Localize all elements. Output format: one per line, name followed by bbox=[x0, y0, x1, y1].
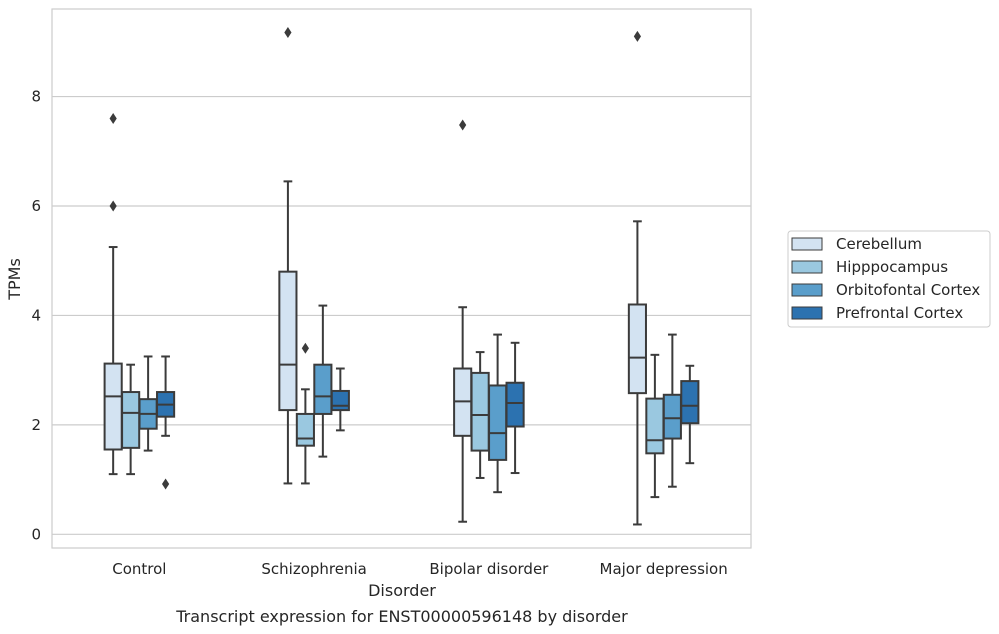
outlier-point bbox=[633, 30, 642, 42]
legend-frame bbox=[787, 230, 991, 328]
box-iqr bbox=[627, 303, 647, 395]
y-tick-label: 4 bbox=[31, 306, 41, 324]
axis-tick-labels: 0 2 4 6 8 Control Schizophrenia Bipolar disorde… bbox=[31, 88, 727, 578]
y-tick-label: 6 bbox=[31, 197, 41, 215]
x-axis-label: Disorder bbox=[368, 581, 436, 600]
box-plot-marks bbox=[103, 27, 700, 526]
box-prefrontal-cortex bbox=[156, 355, 176, 490]
box-iqr bbox=[330, 389, 350, 412]
box-iqr bbox=[121, 391, 141, 449]
legend-swatch bbox=[791, 237, 823, 251]
box-iqr bbox=[278, 270, 298, 412]
legend-swatch bbox=[791, 283, 823, 297]
box-hipppocampus bbox=[121, 363, 141, 476]
box-orbitofontal-cortex bbox=[138, 355, 158, 452]
legend-swatch bbox=[791, 306, 823, 320]
box-iqr bbox=[470, 371, 490, 452]
box-prefrontal-cortex bbox=[330, 367, 350, 432]
box-hipppocampus bbox=[645, 353, 665, 499]
box-orbitofontal-cortex bbox=[313, 304, 333, 458]
box-iqr bbox=[103, 362, 123, 451]
box-iqr bbox=[505, 381, 525, 428]
box-cerebellum bbox=[627, 30, 647, 526]
legend-swatch bbox=[791, 260, 823, 274]
x-tick-label: Bipolar disorder bbox=[429, 560, 549, 578]
box-iqr bbox=[645, 397, 665, 455]
outlier-point bbox=[161, 478, 170, 490]
box-iqr bbox=[313, 363, 333, 415]
legend: Cerebellum Hipppocampus Orbitofontal Corte… bbox=[787, 230, 991, 328]
box-orbitofontal-cortex bbox=[488, 333, 508, 494]
legend-label: Prefrontal Cortex bbox=[836, 304, 963, 322]
box-hipppocampus bbox=[470, 351, 490, 479]
outlier-point bbox=[284, 27, 292, 39]
gridlines bbox=[52, 95, 751, 535]
legend-label: Hipppocampus bbox=[836, 258, 948, 276]
outlier-point bbox=[301, 342, 309, 354]
outlier-point bbox=[109, 200, 117, 212]
box-prefrontal-cortex bbox=[505, 341, 525, 475]
y-tick-label: 8 bbox=[31, 88, 41, 106]
box-cerebellum bbox=[278, 27, 298, 485]
box-cerebellum bbox=[453, 119, 473, 523]
x-tick-label: Control bbox=[112, 560, 166, 578]
y-tick-label: 2 bbox=[31, 416, 41, 434]
box-iqr bbox=[662, 393, 682, 440]
box-hipppocampus bbox=[295, 342, 315, 485]
x-tick-label: Major depression bbox=[600, 560, 728, 578]
chart-caption: Transcript expression for ENST0000059614… bbox=[175, 607, 628, 626]
x-tick-label: Schizophrenia bbox=[261, 560, 366, 578]
outlier-point bbox=[459, 119, 467, 131]
box-iqr bbox=[295, 412, 315, 447]
legend-label: Orbitofontal Cortex bbox=[836, 281, 980, 299]
legend-label: Cerebellum bbox=[836, 235, 922, 253]
y-tick-label: 0 bbox=[31, 525, 41, 543]
plot-area-frame bbox=[51, 8, 752, 549]
box-orbitofontal-cortex bbox=[662, 333, 682, 488]
box-prefrontal-cortex bbox=[680, 364, 700, 465]
box-iqr bbox=[680, 380, 700, 425]
outlier-point bbox=[109, 112, 117, 124]
box-iqr bbox=[488, 384, 508, 461]
box-cerebellum bbox=[103, 112, 123, 476]
y-axis-label: TPMs bbox=[5, 258, 24, 301]
